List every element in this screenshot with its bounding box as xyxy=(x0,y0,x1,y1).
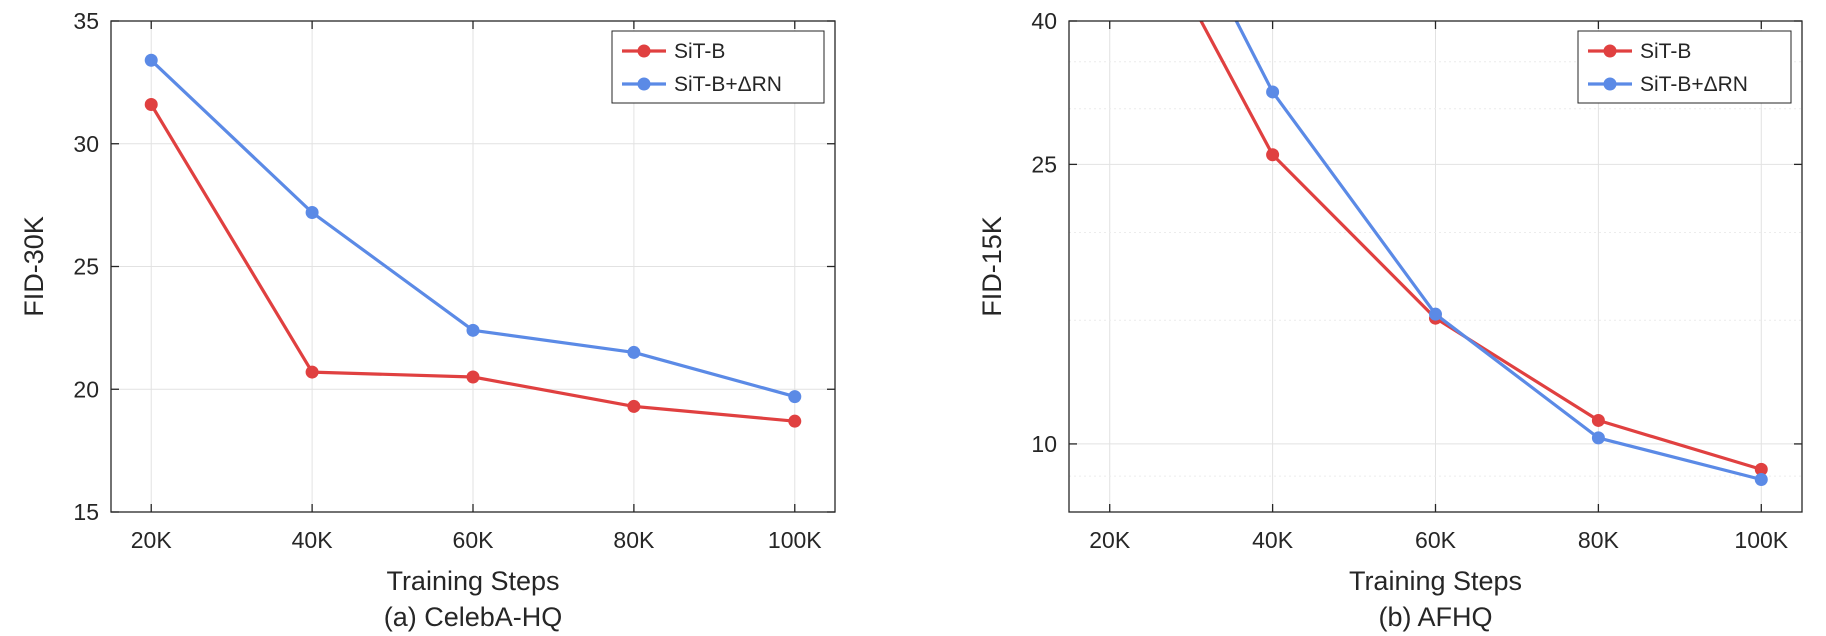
x-tick-label: 60K xyxy=(453,527,495,553)
x-tick-label: 40K xyxy=(1252,527,1294,553)
legend-box xyxy=(1577,30,1792,104)
data-point xyxy=(466,370,480,384)
data-point xyxy=(788,390,802,404)
grid-afhq xyxy=(1069,20,1802,512)
x-tick-label: 40K xyxy=(292,527,334,553)
axis-ticks-celeba-hq: 20K 40K 60K 80K 100K 15 20 25 30 35 xyxy=(73,8,835,553)
x-tick-label: 80K xyxy=(1578,527,1620,553)
data-point xyxy=(1266,85,1280,99)
x-tick-label: 80K xyxy=(613,527,655,553)
legend-box xyxy=(611,30,825,104)
data-point xyxy=(1591,431,1605,445)
plot-frame-afhq xyxy=(1068,20,1803,513)
legend-marker xyxy=(1603,44,1617,58)
y-axis-label-afhq: FID-15K xyxy=(977,216,1007,317)
caption-afhq: (b) AFHQ xyxy=(1378,602,1492,632)
x-tick-label: 100K xyxy=(768,527,822,553)
legend-entry-label: SiT-B+ΔRN xyxy=(1640,73,1748,96)
plot-frame-celeba-hq xyxy=(110,20,836,513)
axis-ticks-afhq: 20K 40K 60K 80K 100K 10 25 40 xyxy=(1031,8,1802,553)
data-point xyxy=(627,345,641,359)
data-point xyxy=(788,414,802,428)
data-point xyxy=(144,53,158,67)
chart-panel-celeba-hq: 20K 40K 60K 80K 100K 15 20 25 30 35 SiT-B SiT-B+ΔR… xyxy=(19,8,836,632)
legend-marker xyxy=(637,77,651,91)
x-tick-label: 20K xyxy=(131,527,173,553)
x-axis-label-celeba-hq: Training Steps xyxy=(386,566,559,596)
data-point xyxy=(144,97,158,111)
y-tick-label: 40 xyxy=(1031,8,1057,34)
series-celeba-hq xyxy=(144,53,802,428)
series-afhq xyxy=(1199,21,1768,486)
x-tick-label: 20K xyxy=(1089,527,1131,553)
y-tick-label: 15 xyxy=(73,499,99,525)
legend-marker xyxy=(1603,77,1617,91)
y-axis-label-celeba-hq: FID-30K xyxy=(19,216,49,317)
data-point xyxy=(305,365,319,379)
legend-celeba-hq: SiT-B SiT-B+ΔRN xyxy=(611,30,825,104)
x-tick-label: 100K xyxy=(1734,527,1788,553)
data-point xyxy=(1266,148,1280,162)
data-point xyxy=(1591,413,1605,427)
y-tick-label: 30 xyxy=(73,131,99,157)
data-point xyxy=(1754,462,1768,476)
data-point xyxy=(1429,307,1442,321)
legend-entry-label: SiT-B+ΔRN xyxy=(674,73,782,96)
x-tick-label: 60K xyxy=(1415,527,1457,553)
y-tick-label: 20 xyxy=(73,376,99,402)
y-tick-label: 10 xyxy=(1031,431,1057,457)
legend-entry-label: SiT-B xyxy=(674,40,725,63)
data-point xyxy=(305,205,319,219)
legend-entry-label: SiT-B xyxy=(1640,40,1691,63)
legend-afhq: SiT-B SiT-B+ΔRN xyxy=(1577,30,1792,104)
chart-panel-afhq: 20K 40K 60K 80K 100K 10 25 40 SiT-B SiT-B+ΔRN Tr… xyxy=(977,8,1803,632)
y-tick-label: 25 xyxy=(1031,151,1057,177)
data-point xyxy=(466,323,480,337)
caption-celeba-hq: (a) CelebA-HQ xyxy=(384,602,563,632)
y-tick-label: 35 xyxy=(73,8,99,34)
legend-marker xyxy=(637,44,651,58)
data-point xyxy=(1754,472,1768,486)
y-tick-label: 25 xyxy=(73,254,99,280)
data-point xyxy=(627,399,641,413)
x-axis-label-afhq: Training Steps xyxy=(1349,566,1522,596)
